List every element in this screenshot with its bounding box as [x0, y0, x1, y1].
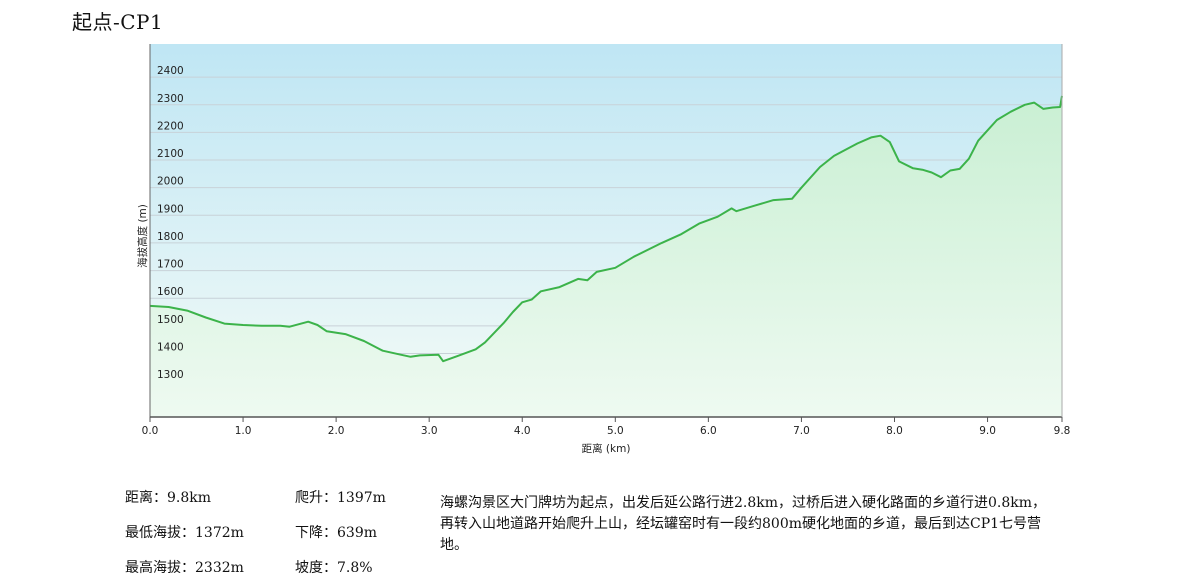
x-axis-title: 距离 (km): [582, 442, 631, 455]
stat-max-elevation: 最高海拔：2332m: [125, 560, 244, 576]
x-tick-label: 2.0: [328, 425, 345, 437]
y-tick-labels: 1300 1400 1500 1600 1700 1800 1900 2000 2100 2200…: [157, 65, 184, 381]
stat-climb: 爬升：1397m: [295, 490, 386, 506]
x-tick-labels: 0.0 1.0 2.0 3.0 4.0 5.0 6.0 7.0 8.0 9.0 9.8: [142, 425, 1071, 437]
x-tick-label: 6.0: [700, 425, 717, 437]
y-tick-label: 1800: [157, 231, 184, 243]
x-tick-label: 9.0: [979, 425, 996, 437]
y-tick-label: 2200: [157, 120, 184, 132]
elevation-line: [149, 95, 1063, 363]
x-tick-label: 8.0: [886, 425, 903, 437]
y-tick-label: 1500: [157, 314, 184, 326]
stat-grade: 坡度：7.8%: [295, 560, 373, 576]
route-description: 海螺沟景区大门牌坊为起点，出发后延公路行进2.8km，过桥后进入硬化路面的乡道行…: [440, 495, 1047, 553]
x-tick-label: 0.0: [142, 425, 159, 437]
y-tick-label: 1400: [157, 341, 184, 353]
y-tick-label: 1900: [157, 203, 184, 215]
x-tick-label: 7.0: [793, 425, 810, 437]
page-title: 起点-CP1: [72, 10, 164, 34]
y-tick-label: 1700: [157, 259, 184, 271]
y-tick-label: 2300: [157, 93, 184, 105]
y-tick-label: 2000: [157, 176, 184, 188]
elevation-profile-chart: 0.0 1.0 2.0 3.0 4.0 5.0 6.0 7.0 8.0 9.0 9.8 1300 14…: [136, 44, 1071, 455]
y-tick-label: 1300: [157, 369, 184, 381]
stat-distance: 距离：9.8km: [125, 490, 212, 506]
elevation-area-fill: [150, 95, 1062, 418]
x-tick-label: 1.0: [235, 425, 252, 437]
y-tick-label: 2100: [157, 148, 184, 160]
x-tick-label: 4.0: [514, 425, 531, 437]
x-tick-label: 5.0: [607, 425, 624, 437]
x-tick-label: 3.0: [421, 425, 438, 437]
stat-descent: 下降：639m: [295, 525, 377, 541]
x-tick-label: 9.8: [1054, 425, 1071, 437]
axes: [149, 44, 1063, 422]
stat-min-elevation: 最低海拔：1372m: [125, 525, 244, 541]
y-tick-label: 1600: [157, 286, 184, 298]
y-axis-title: 海拔高度 (m): [136, 204, 149, 268]
y-tick-label: 2400: [157, 65, 184, 77]
